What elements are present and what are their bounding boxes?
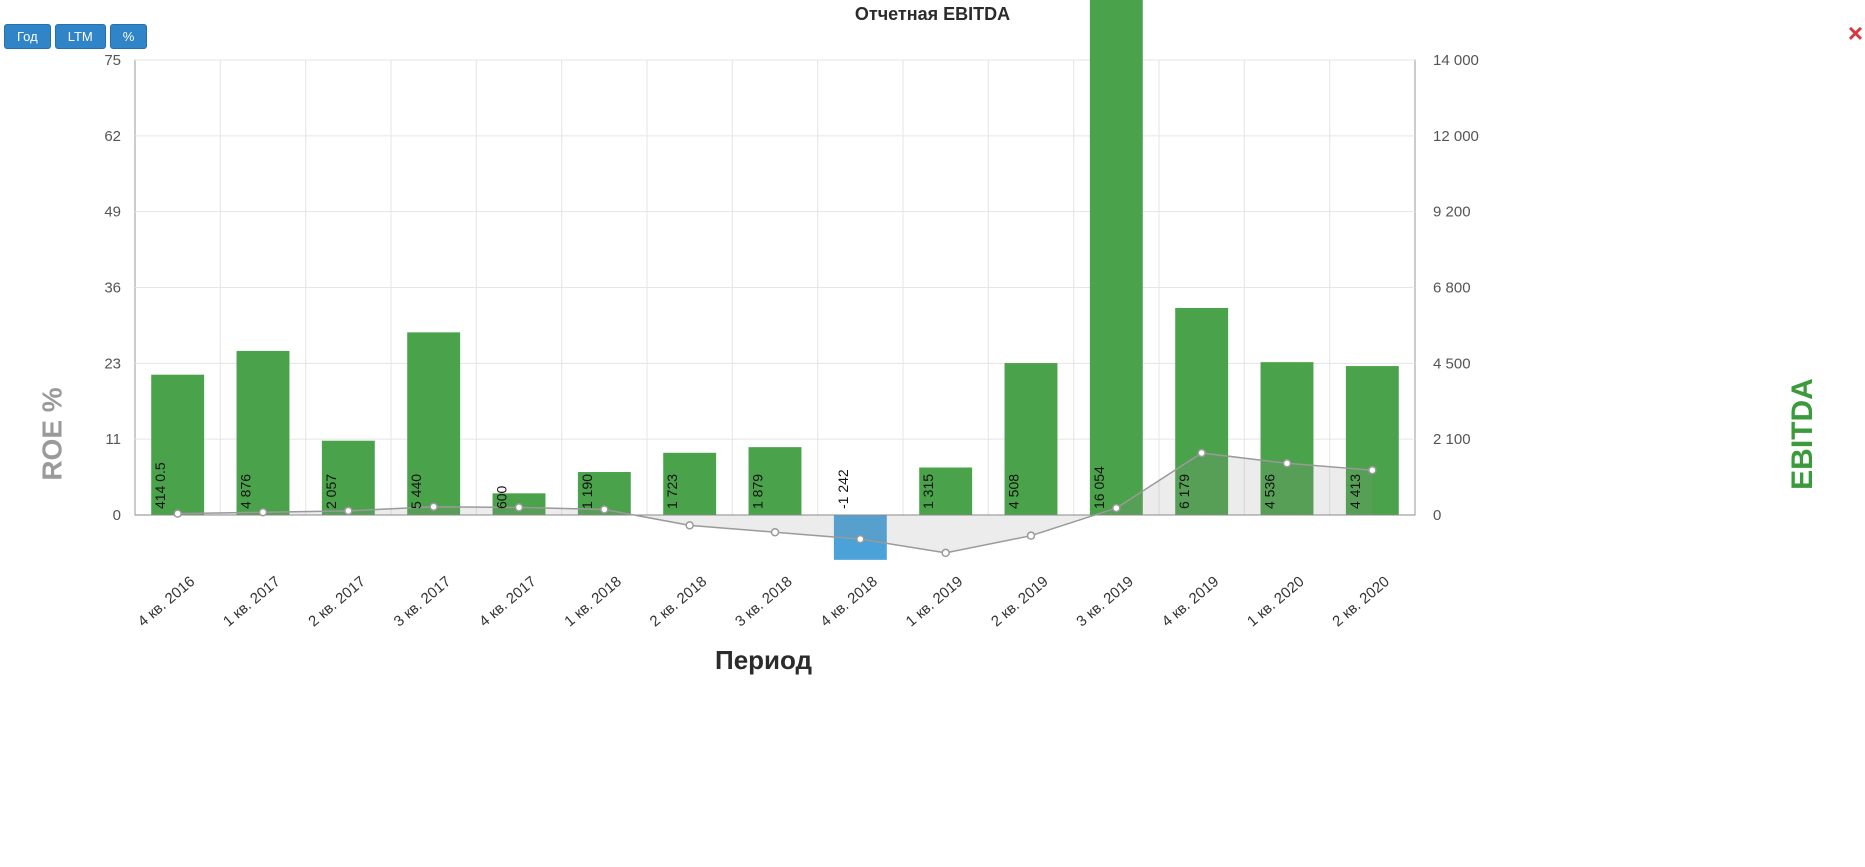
roe-marker[interactable] <box>174 510 181 517</box>
x-tick-label: 3 кв. 2018 <box>732 573 796 630</box>
ebitda-value-label: 6 179 <box>1176 474 1192 509</box>
x-tick-label: 3 кв. 2017 <box>391 573 455 630</box>
y-axis-left-title: ROE % <box>37 387 69 480</box>
x-tick-label: 4 кв. 2017 <box>476 573 540 630</box>
x-axis-title: Период <box>715 645 812 676</box>
x-tick-label: 4 кв. 2016 <box>135 573 199 630</box>
x-tick-label: 2 кв. 2018 <box>647 573 711 630</box>
roe-marker[interactable] <box>516 504 523 511</box>
roe-marker[interactable] <box>1284 460 1291 467</box>
roe-marker[interactable] <box>1028 532 1035 539</box>
ebitda-value-label: 1 315 <box>920 474 936 509</box>
x-tick-label: 1 кв. 2018 <box>561 573 625 630</box>
y-right-tick: 14 000 <box>1433 52 1479 69</box>
chart-page: Отчетная EBITDA Год LTM % × ROE % EBITDA… <box>0 0 1865 867</box>
y-left-tick: 49 <box>104 204 121 221</box>
x-tick-label: 3 кв. 2019 <box>1073 573 1137 630</box>
ebitda-value-label: 1 190 <box>579 474 595 509</box>
x-tick-label: 2 кв. 2020 <box>1329 573 1393 630</box>
chart-canvas: 0 0 11 2 100 23 4 500 36 6 800 49 9 200 62 12 000 75… <box>0 0 1865 867</box>
year-button[interactable]: Год <box>4 24 51 49</box>
ebitda-value-label: 4 508 <box>1006 474 1022 509</box>
roe-marker[interactable] <box>772 529 779 536</box>
roe-marker[interactable] <box>857 536 864 543</box>
y-right-tick: 9 200 <box>1433 204 1471 221</box>
ebitda-value-label: -1 242 <box>835 469 851 509</box>
roe-marker[interactable] <box>1198 449 1205 456</box>
y-right-tick: 4 500 <box>1433 355 1471 372</box>
ebitda-value-label: 1 879 <box>750 474 766 509</box>
roe-marker[interactable] <box>942 549 949 556</box>
roe-marker[interactable] <box>686 522 693 529</box>
ebitda-value-label: 5 440 <box>408 474 424 509</box>
percent-button[interactable]: % <box>110 24 148 49</box>
x-tick-label: 2 кв. 2017 <box>305 573 369 630</box>
ebitda-value-label: 4 536 <box>1262 474 1278 509</box>
ebitda-value-label: 2 057 <box>323 474 339 509</box>
x-tick-label: 2 кв. 2019 <box>988 573 1052 630</box>
ebitda-value-label: 414 0.5 <box>152 462 168 509</box>
roe-marker[interactable] <box>601 506 608 513</box>
y-right-tick: 0 <box>1433 507 1441 524</box>
ebitda-value-label: 4 413 <box>1347 474 1363 509</box>
x-tick-label: 4 кв. 2019 <box>1159 573 1223 630</box>
ebitda-bar[interactable] <box>1090 0 1143 515</box>
roe-marker[interactable] <box>260 509 267 516</box>
ebitda-value-label: 600 <box>494 485 510 509</box>
ebitda-value-label: 1 723 <box>664 474 680 509</box>
x-tick-label: 1 кв. 2020 <box>1244 573 1308 630</box>
x-tick-label: 1 кв. 2019 <box>903 573 967 630</box>
y-left-tick: 62 <box>104 128 121 145</box>
y-left-tick: 36 <box>104 280 121 297</box>
y-left-tick: 75 <box>104 52 121 69</box>
x-tick-label: 4 кв. 2018 <box>817 573 881 630</box>
ebitda-value-label: 16 054 <box>1091 466 1107 509</box>
roe-marker[interactable] <box>345 507 352 514</box>
y-left-tick: 0 <box>113 507 121 524</box>
y-axis-right-title: EBITDA <box>1786 378 1820 490</box>
y-left-tick: 11 <box>105 431 121 448</box>
roe-marker[interactable] <box>1113 505 1120 512</box>
chart-title: Отчетная EBITDA <box>0 4 1865 25</box>
x-tick-label: 1 кв. 2017 <box>220 573 284 630</box>
roe-marker[interactable] <box>430 503 437 510</box>
y-right-tick: 12 000 <box>1433 128 1479 145</box>
ebitda-value-label: 4 876 <box>238 474 254 509</box>
close-icon[interactable]: × <box>1848 18 1863 49</box>
y-right-tick: 6 800 <box>1433 280 1471 297</box>
y-right-tick: 2 100 <box>1433 431 1471 448</box>
toolbar: Год LTM % <box>4 24 147 49</box>
roe-marker[interactable] <box>1369 467 1376 474</box>
y-left-tick: 23 <box>104 355 121 372</box>
ltm-button[interactable]: LTM <box>55 24 106 49</box>
